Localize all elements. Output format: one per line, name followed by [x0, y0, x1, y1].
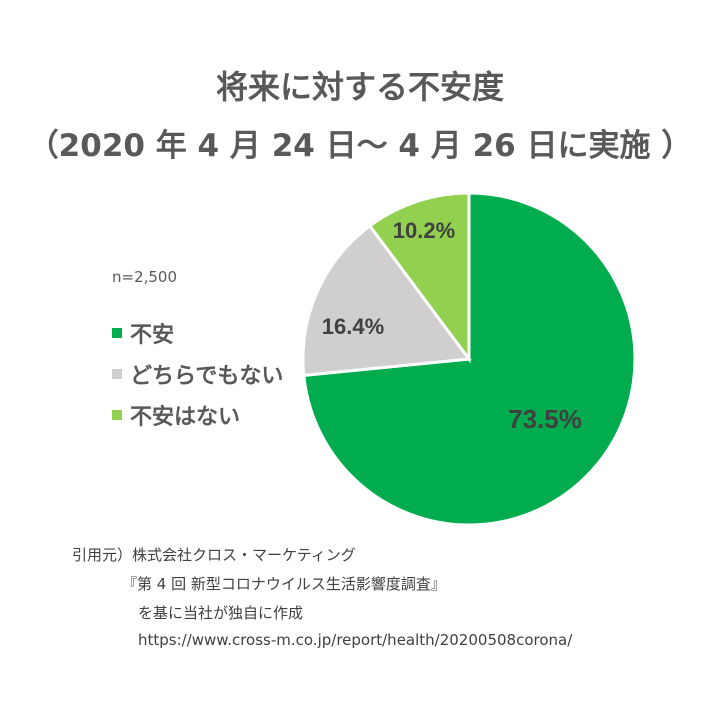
source-line-3: を基に当社が独自に作成: [138, 604, 304, 622]
legend-swatch-icon: [112, 409, 122, 420]
legend-label: どちらでもない: [130, 363, 284, 389]
slice-not-anxious: [367, 191, 471, 364]
source-url[interactable]: https://www.cross-m.co.jp/report/health/…: [138, 631, 573, 649]
legend-swatch-icon: [112, 327, 122, 338]
slice-label-not-anxious: 10.2%: [393, 218, 455, 243]
sample-size: n=2,500: [112, 268, 178, 286]
source-line-2: 『第 4 回 新型コロナウイルス生活影響度調査』: [122, 575, 446, 593]
source-line-1: 引用元）株式会社クロス・マーケティング: [72, 546, 356, 564]
slice-neutral: [301, 223, 472, 378]
legend-item-anxious: 不安: [112, 312, 283, 353]
legend-label: 不安はない: [130, 404, 241, 430]
slice-label-neutral: 16.4%: [322, 314, 384, 339]
legend: 不安 どちらでもない 不安はない: [112, 312, 283, 435]
legend-swatch-icon: [112, 368, 122, 379]
legend-item-not-anxious: 不安はない: [112, 394, 283, 435]
legend-label: 不安: [130, 322, 175, 348]
legend-item-neutral: どちらでもない: [112, 353, 283, 394]
chart-subtitle: （2020 年 4 月 24 日～ 4 月 26 日に実施 ）: [27, 128, 693, 164]
slice-label-anxious: 73.5%: [508, 404, 582, 434]
chart-title: 将来に対する不安度: [215, 68, 504, 106]
